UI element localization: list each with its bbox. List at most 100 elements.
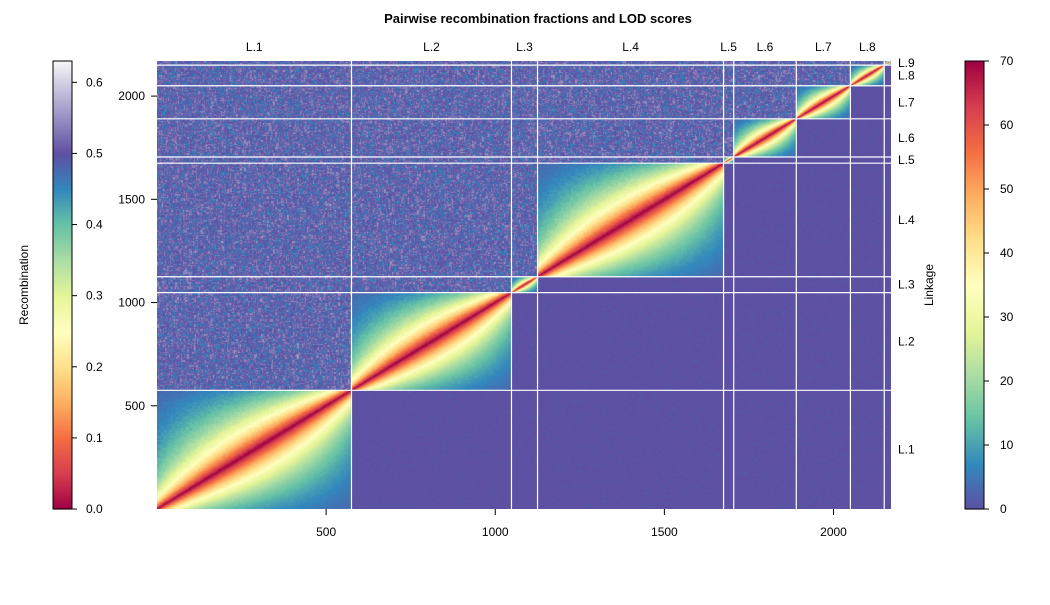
- linkage-colorbar-swatch: [965, 479, 984, 483]
- recombination-colorbar-swatch: [53, 168, 72, 172]
- recombination-colorbar-swatch: [53, 461, 72, 465]
- recombination-colorbar-swatch: [53, 207, 72, 211]
- linkage-colorbar-swatch: [965, 337, 984, 341]
- recombination-colorbar-tick-label: 0.2: [86, 360, 103, 374]
- chart-title: Pairwise recombination fractions and LOD…: [384, 11, 692, 26]
- recombination-colorbar-swatch: [53, 250, 72, 254]
- recombination-colorbar-swatch: [53, 304, 72, 308]
- recombination-colorbar-swatch: [53, 501, 72, 505]
- linkage-colorbar-swatch: [965, 280, 984, 284]
- recombination-colorbar-swatch: [53, 85, 72, 89]
- linkage-colorbar-swatch: [965, 444, 984, 448]
- recombination-colorbar-swatch: [53, 329, 72, 333]
- linkage-colorbar-swatch: [965, 207, 984, 211]
- linkage-colorbar-swatch: [965, 130, 984, 134]
- linkage-colorbar-swatch: [965, 489, 984, 493]
- linkage-colorbar-swatch: [965, 504, 984, 508]
- linkage-colorbar-swatch: [965, 466, 984, 470]
- recombination-colorbar-swatch: [53, 446, 72, 450]
- recombination-colorbar-swatch: [53, 195, 72, 199]
- recombination-colorbar-swatch: [53, 439, 72, 443]
- heatmap-cells: [157, 61, 891, 509]
- linkage-colorbar-swatch: [965, 230, 984, 234]
- linkage-colorbar-swatch: [965, 285, 984, 289]
- y-tick-label: 2000: [118, 89, 145, 103]
- recombination-colorbar-swatch: [53, 479, 72, 483]
- recombination-colorbar-swatch: [53, 242, 72, 246]
- recombination-colorbar-swatch: [53, 332, 72, 336]
- linkage-colorbar-tick-label: 40: [1000, 246, 1014, 260]
- recombination-colorbar-swatch: [53, 222, 72, 226]
- recombination-colorbar-swatch: [53, 382, 72, 386]
- linkage-colorbar-swatch: [965, 113, 984, 117]
- recombination-colorbar-swatch: [53, 429, 72, 433]
- recombination-colorbar-swatch: [53, 399, 72, 403]
- recombination-colorbar-swatch: [53, 367, 72, 371]
- recombination-colorbar-swatch: [53, 374, 72, 378]
- recombination-colorbar-swatch: [53, 63, 72, 67]
- linkage-colorbar-swatch: [965, 332, 984, 336]
- linkage-colorbar-swatch: [965, 317, 984, 321]
- linkage-colorbar-swatch: [965, 459, 984, 463]
- group-label-top: L.6: [757, 40, 774, 54]
- recombination-colorbar-swatch: [53, 309, 72, 313]
- linkage-colorbar-swatch: [965, 250, 984, 254]
- recombination-colorbar-swatch: [53, 210, 72, 214]
- linkage-colorbar-swatch: [965, 312, 984, 316]
- linkage-colorbar-swatch: [965, 436, 984, 440]
- linkage-colorbar-swatch: [965, 225, 984, 229]
- linkage-colorbar-swatch: [965, 409, 984, 413]
- linkage-colorbar-swatch: [965, 78, 984, 82]
- recombination-colorbar-swatch: [53, 225, 72, 229]
- recombination-colorbar-swatch: [53, 105, 72, 109]
- recombination-colorbar-swatch: [53, 83, 72, 87]
- recombination-colorbar-swatch: [53, 110, 72, 114]
- linkage-colorbar-swatch: [965, 222, 984, 226]
- recombination-colorbar-swatch: [53, 459, 72, 463]
- linkage-colorbar-swatch: [965, 461, 984, 465]
- recombination-colorbar-swatch: [53, 406, 72, 411]
- group-label-right: L.8: [898, 68, 915, 82]
- recombination-colorbar-swatch: [53, 411, 72, 416]
- recombination-colorbar-title: Recombination: [17, 245, 31, 325]
- recombination-colorbar-swatch: [53, 65, 72, 70]
- linkage-colorbar-swatch: [965, 334, 984, 338]
- linkage-colorbar-swatch: [965, 158, 984, 162]
- recombination-colorbar-swatch: [53, 140, 72, 144]
- linkage-colorbar-swatch: [965, 240, 984, 244]
- recombination-colorbar-swatch: [53, 182, 72, 187]
- recombination-colorbar-swatch: [53, 115, 72, 119]
- linkage-colorbar-swatch: [965, 322, 984, 326]
- linkage-colorbar-swatch: [965, 70, 984, 75]
- recombination-colorbar-swatch: [53, 187, 72, 192]
- recombination-colorbar-swatch: [53, 314, 72, 318]
- recombination-colorbar-swatch: [53, 476, 72, 480]
- recombination-colorbar-swatch: [53, 262, 72, 266]
- linkage-colorbar-swatch: [965, 118, 984, 122]
- linkage-colorbar-swatch: [965, 95, 984, 99]
- recombination-colorbar-swatch: [53, 364, 72, 368]
- linkage-colorbar-swatch: [965, 185, 984, 189]
- recombination-colorbar-swatch: [53, 100, 72, 104]
- linkage-colorbar-swatch: [965, 235, 984, 239]
- linkage-colorbar-swatch: [965, 197, 984, 201]
- recombination-colorbar-swatch: [53, 416, 72, 420]
- recombination-colorbar-swatch: [53, 491, 72, 495]
- y-tick-label: 1500: [118, 192, 145, 206]
- recombination-colorbar-swatch: [53, 68, 72, 72]
- linkage-colorbar-swatch: [965, 150, 984, 154]
- recombination-colorbar-swatch: [53, 98, 72, 102]
- linkage-colorbar-swatch: [965, 128, 984, 132]
- linkage-colorbar-swatch: [965, 143, 984, 147]
- recombination-colorbar-swatch: [53, 369, 72, 373]
- recombination-colorbar-swatch: [53, 394, 72, 398]
- group-label-right: L.4: [898, 213, 915, 227]
- linkage-colorbar-swatch: [965, 369, 984, 373]
- recombination-colorbar-swatch: [53, 145, 72, 149]
- recombination-colorbar-swatch: [53, 148, 72, 152]
- linkage-colorbar-swatch: [965, 220, 984, 224]
- linkage-colorbar-swatch: [965, 367, 984, 371]
- linkage-colorbar-swatch: [965, 372, 984, 376]
- linkage-colorbar-swatch: [965, 384, 984, 388]
